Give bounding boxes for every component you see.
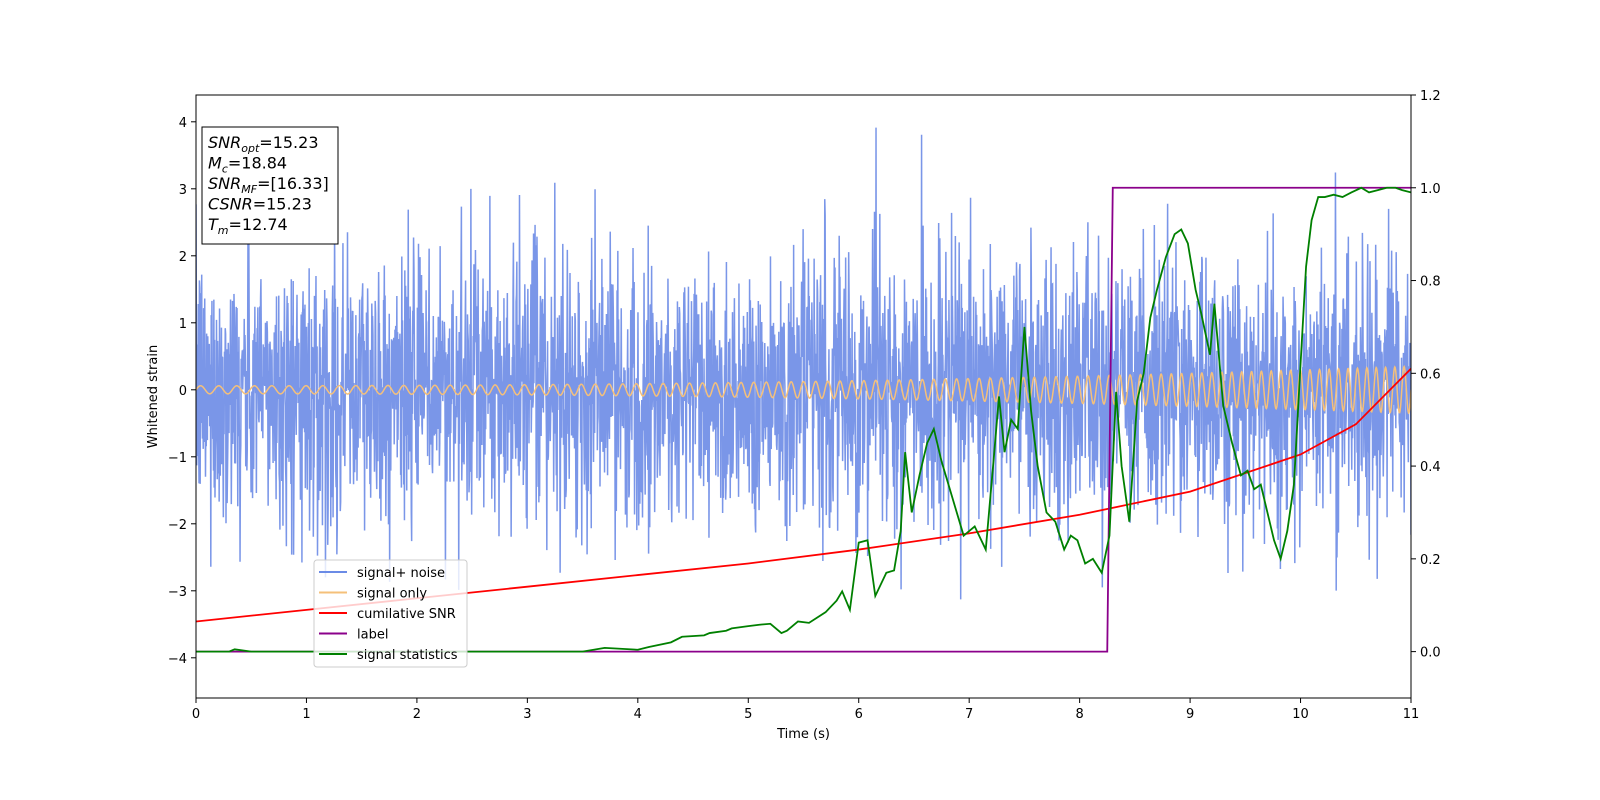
y-right-tick-label: 0.6	[1420, 367, 1441, 382]
x-axis-label: Time (s)	[776, 727, 830, 742]
info-line: Tm=12.74	[208, 215, 288, 237]
x-tick-label: 6	[855, 707, 863, 722]
y-left-tick-label: 2	[179, 250, 187, 265]
info-line: Mc=18.84	[208, 154, 287, 176]
y-left-tick-label: 1	[179, 317, 187, 332]
legend: signal+ noise signal only cumilative SNR la…	[313, 559, 468, 668]
x-tick-label: 10	[1292, 707, 1309, 722]
x-tick-label: 1	[302, 707, 310, 722]
y-right-tick-label: 0.4	[1420, 460, 1441, 475]
y-right-tick-label: 0.0	[1420, 646, 1441, 661]
legend-entry: signal+ noise	[357, 566, 445, 581]
y-left-tick-label: 3	[179, 183, 187, 198]
info-line: SNRMF=[16.33]	[208, 174, 329, 196]
x-tick-label: 11	[1403, 707, 1420, 722]
x-tick-label: 3	[523, 707, 531, 722]
legend-entry: signal statistics	[357, 648, 458, 663]
x-tick-label: 4	[634, 707, 642, 722]
series-signal-statistics-line	[196, 186, 1411, 653]
x-tick-label: 5	[744, 707, 752, 722]
y-right-tick-label: 1.0	[1420, 182, 1441, 197]
y-left-tick-label: 0	[179, 384, 187, 399]
x-tick-label: 7	[965, 707, 973, 722]
legend-entry: cumilative SNR	[357, 607, 456, 622]
plot-frame	[195, 94, 1412, 699]
series-label-line	[196, 186, 1411, 653]
y-left-tick-label: −3	[168, 585, 187, 600]
y-right-tick-label: 0.8	[1420, 275, 1441, 290]
info-line: SNRopt=15.23	[208, 133, 319, 155]
x-tick-label: 9	[1186, 707, 1194, 722]
legend-frame	[313, 559, 468, 668]
x-tick-label: 8	[1075, 707, 1083, 722]
series-signal-only-line	[196, 364, 1411, 415]
info-box-frame	[201, 126, 339, 245]
y-left-tick-label: −4	[168, 652, 187, 667]
y-left-tick-label: −1	[168, 451, 187, 466]
axes: 0 1 2 3 4 5 6 7 8 9 10 11 −4 −3 −2 −1 0 1 2 3 4 0.0 0.2 0.4 0.6 0…	[168, 89, 1441, 722]
y-left-tick-label: −2	[168, 518, 187, 533]
y-left-tick-label: 4	[179, 116, 187, 131]
y-right-tick-label: 0.2	[1420, 553, 1441, 568]
legend-entry: signal only	[357, 587, 427, 602]
x-tick-label: 2	[413, 707, 421, 722]
info-box: SNRopt=15.23Mc=18.84SNRMF=[16.33]CSNR=15…	[201, 126, 339, 245]
x-tick-label: 0	[192, 707, 200, 722]
legend-entry: label	[357, 628, 388, 643]
y-axis-label: Whitened strain	[146, 345, 161, 448]
info-line: CSNR=15.23	[208, 195, 312, 214]
series-signal-noise-line	[196, 127, 1411, 600]
y-right-tick-label: 1.2	[1420, 89, 1441, 104]
